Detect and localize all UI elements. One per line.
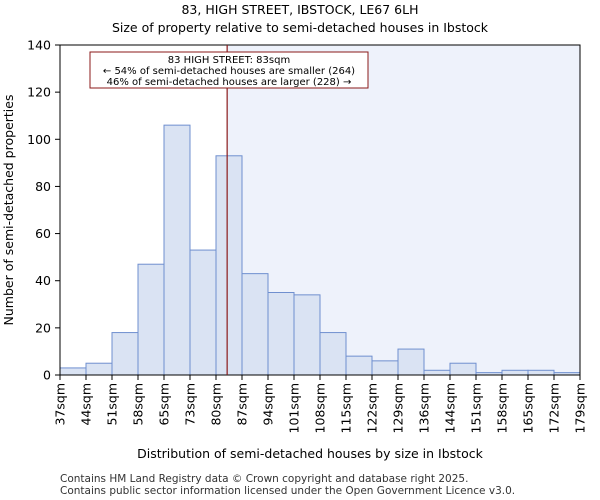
y-tick-label-100: 100	[27, 132, 51, 147]
x-tick-label-144sqm: 144sqm	[443, 383, 458, 433]
y-tick-label-0: 0	[43, 368, 51, 383]
annotation-box	[89, 51, 369, 89]
bar-65sqm	[163, 124, 191, 376]
x-tick-label-101sqm: 101sqm	[287, 383, 302, 433]
chart-title: 83, HIGH STREET, IBSTOCK, LE67 6LH	[181, 2, 419, 17]
y-tick-label-140: 140	[27, 38, 51, 53]
x-tick-label-172sqm: 172sqm	[547, 383, 562, 433]
x-tick-label-151sqm: 151sqm	[469, 383, 484, 433]
chart-subtitle: Size of property relative to semi-detach…	[111, 20, 489, 35]
y-tick-label-120: 120	[27, 85, 51, 100]
bar-94sqm	[267, 292, 295, 376]
bar-158sqm	[501, 369, 529, 376]
x-tick-label-87sqm: 87sqm	[235, 383, 250, 426]
bar-108sqm	[319, 332, 347, 376]
x-tick-label-94sqm: 94sqm	[261, 383, 276, 426]
bar-44sqm	[85, 362, 113, 376]
bar-73sqm	[189, 249, 217, 376]
x-tick-label-136sqm: 136sqm	[417, 383, 432, 433]
bar-58sqm	[137, 263, 165, 376]
y-tick-label-80: 80	[35, 179, 51, 194]
bar-122sqm	[371, 360, 399, 376]
annotation-line-3: 46% of semi-detached houses are larger (…	[107, 77, 352, 88]
x-tick-label-158sqm: 158sqm	[495, 383, 510, 433]
x-tick-label-179sqm: 179sqm	[573, 383, 588, 433]
footer-line-1: Contains HM Land Registry data © Crown c…	[60, 473, 469, 485]
x-tick-label-108sqm: 108sqm	[313, 383, 328, 433]
x-tick-label-165sqm: 165sqm	[521, 383, 536, 433]
x-tick-label-115sqm: 115sqm	[339, 383, 354, 433]
y-tick-label-20: 20	[35, 320, 51, 335]
bar-101sqm	[293, 294, 321, 376]
y-tick-label-60: 60	[35, 226, 51, 241]
bar-87sqm	[241, 273, 269, 376]
x-tick-label-51sqm: 51sqm	[105, 383, 120, 426]
x-tick-label-44sqm: 44sqm	[79, 383, 94, 426]
x-tick-label-129sqm: 129sqm	[391, 383, 406, 433]
bar-165sqm	[527, 369, 555, 376]
x-tick-label-58sqm: 58sqm	[131, 383, 146, 426]
annotation-line-2: ← 54% of semi-detached houses are smalle…	[103, 66, 355, 77]
bar-136sqm	[423, 369, 451, 376]
x-axis-label: Distribution of semi-detached houses by …	[137, 446, 483, 461]
x-tick-label-73sqm: 73sqm	[183, 383, 198, 426]
bar-37sqm	[59, 367, 87, 376]
x-tick-label-122sqm: 122sqm	[365, 383, 380, 433]
bar-129sqm	[397, 348, 425, 376]
bar-51sqm	[111, 332, 139, 376]
x-tick-label-65sqm: 65sqm	[157, 383, 172, 426]
bar-80sqm	[215, 155, 243, 376]
bar-115sqm	[345, 355, 373, 376]
y-tick-label-40: 40	[35, 273, 51, 288]
x-tick-label-80sqm: 80sqm	[209, 383, 224, 426]
footer-line-2: Contains public sector information licen…	[60, 485, 516, 497]
annotation-line-1: 83 HIGH STREET: 83sqm	[168, 55, 290, 66]
x-tick-label-37sqm: 37sqm	[53, 383, 68, 426]
y-axis-label: Number of semi-detached properties	[1, 95, 16, 326]
bar-144sqm	[449, 362, 477, 376]
